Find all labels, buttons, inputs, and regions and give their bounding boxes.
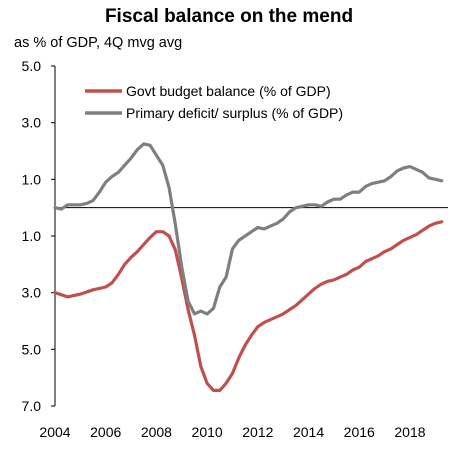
y-tick-label: 1.0 <box>22 228 42 244</box>
legend-label-2: Primary deficit/ surplus (% of GDP) <box>126 105 343 121</box>
x-tick-label: 2004 <box>39 424 70 440</box>
x-tick-label: 2014 <box>293 424 324 440</box>
chart-title: Fiscal balance on the mend <box>104 6 354 27</box>
x-tick-label: 2010 <box>192 424 223 440</box>
x-tick-label: 2006 <box>90 424 121 440</box>
y-tick-label: 7.0 <box>22 398 42 414</box>
x-tick-label: 2016 <box>344 424 375 440</box>
y-tick-label: 5.0 <box>22 58 42 74</box>
y-tick-label: 3.0 <box>22 115 42 131</box>
series-line-1 <box>53 220 444 392</box>
y-tick-label: 3.0 <box>22 285 42 301</box>
x-tick-label: 2008 <box>141 424 172 440</box>
x-tick-label: 2012 <box>242 424 273 440</box>
legend-label-1: Govt budget balance (% of GDP) <box>126 83 331 99</box>
y-tick-label: 1.0 <box>22 171 42 187</box>
x-tick-label: 2018 <box>394 424 425 440</box>
y-tick-label: 5.0 <box>22 341 42 357</box>
series-line-2 <box>53 142 444 316</box>
chart-subtitle: as % of GDP, 4Q mvg avg <box>14 35 183 51</box>
